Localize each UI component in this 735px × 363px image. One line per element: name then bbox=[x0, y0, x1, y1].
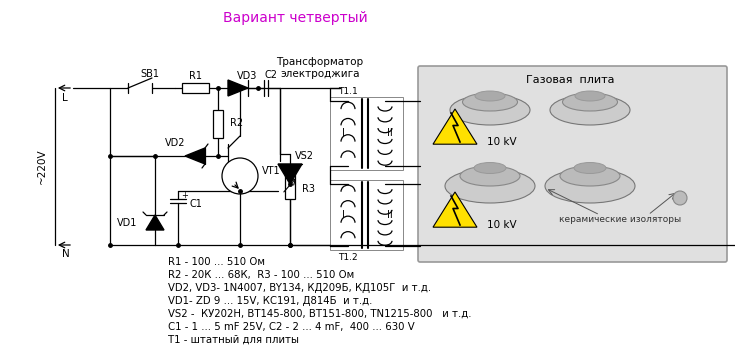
Text: VD2: VD2 bbox=[165, 138, 185, 148]
Ellipse shape bbox=[550, 95, 630, 125]
Text: С1 - 1 ... 5 mF 25V, С2 - 2 ... 4 mF,  400 ... 630 V: С1 - 1 ... 5 mF 25V, С2 - 2 ... 4 mF, 40… bbox=[168, 322, 415, 332]
Ellipse shape bbox=[450, 95, 530, 125]
Text: I: I bbox=[342, 128, 345, 138]
Polygon shape bbox=[433, 192, 477, 227]
Text: Газовая  плита: Газовая плита bbox=[526, 75, 614, 85]
Text: II: II bbox=[387, 128, 393, 138]
Bar bbox=[330, 180, 403, 250]
Text: Вариант четвертый: Вариант четвертый bbox=[223, 11, 368, 25]
Text: R2 - 20К ... 68К,  R3 - 100 ... 510 Ом: R2 - 20К ... 68К, R3 - 100 ... 510 Ом bbox=[168, 270, 354, 280]
Ellipse shape bbox=[545, 169, 635, 203]
Text: VD2, VD3- 1N4007, BY134, КД209Б, КД105Г  и т.д.: VD2, VD3- 1N4007, BY134, КД209Б, КД105Г … bbox=[168, 283, 431, 293]
Text: R2: R2 bbox=[230, 118, 243, 128]
Text: N: N bbox=[62, 249, 70, 259]
Ellipse shape bbox=[475, 91, 505, 101]
Ellipse shape bbox=[575, 91, 605, 101]
Text: VT1: VT1 bbox=[262, 166, 281, 176]
Text: Трансформатор
электроджига: Трансформатор электроджига bbox=[276, 57, 364, 79]
Text: T1.2: T1.2 bbox=[338, 253, 358, 262]
Polygon shape bbox=[433, 109, 477, 144]
Text: 10 kV: 10 kV bbox=[487, 220, 517, 230]
Text: T1.1: T1.1 bbox=[338, 87, 358, 97]
Polygon shape bbox=[278, 164, 302, 184]
Circle shape bbox=[673, 191, 687, 205]
Text: SB1: SB1 bbox=[140, 69, 159, 79]
Text: VD1: VD1 bbox=[117, 218, 137, 228]
Text: VD1- ZD 9 ... 15V, КС191, Д814Б  и т.д.: VD1- ZD 9 ... 15V, КС191, Д814Б и т.д. bbox=[168, 296, 373, 306]
FancyBboxPatch shape bbox=[418, 66, 727, 262]
Ellipse shape bbox=[445, 169, 535, 203]
Text: L: L bbox=[62, 93, 68, 103]
Text: VS2: VS2 bbox=[295, 151, 314, 161]
Text: R1: R1 bbox=[190, 71, 203, 81]
Polygon shape bbox=[228, 80, 248, 96]
Ellipse shape bbox=[474, 163, 506, 174]
Text: I: I bbox=[342, 210, 345, 220]
Text: R1 - 100 ... 510 Ом: R1 - 100 ... 510 Ом bbox=[168, 257, 265, 267]
Text: VD3: VD3 bbox=[237, 71, 257, 81]
Text: VS2 -  КУ202Н, ВТ145-800, ВТ151-800, TN1215-800   и т.д.: VS2 - КУ202Н, ВТ145-800, ВТ151-800, TN12… bbox=[168, 309, 471, 319]
Text: ~220V: ~220V bbox=[37, 148, 47, 184]
Text: C1: C1 bbox=[190, 199, 203, 209]
Text: II: II bbox=[387, 210, 393, 220]
Bar bbox=[213, 110, 223, 138]
Circle shape bbox=[222, 158, 258, 194]
Text: R3: R3 bbox=[302, 184, 315, 194]
Text: C2: C2 bbox=[265, 70, 278, 80]
Ellipse shape bbox=[460, 166, 520, 186]
Bar bbox=[182, 83, 209, 93]
Polygon shape bbox=[185, 148, 205, 164]
Ellipse shape bbox=[562, 93, 617, 111]
Text: Т1 - штатный для плиты: Т1 - штатный для плиты bbox=[168, 335, 299, 345]
Text: 10 kV: 10 kV bbox=[487, 137, 517, 147]
Ellipse shape bbox=[574, 163, 606, 174]
Ellipse shape bbox=[560, 166, 620, 186]
Bar bbox=[285, 171, 295, 199]
Text: +: + bbox=[181, 191, 188, 200]
Bar bbox=[330, 97, 403, 170]
Ellipse shape bbox=[462, 93, 517, 111]
Polygon shape bbox=[146, 215, 164, 230]
Text: керамические изоляторы: керамические изоляторы bbox=[559, 216, 681, 224]
